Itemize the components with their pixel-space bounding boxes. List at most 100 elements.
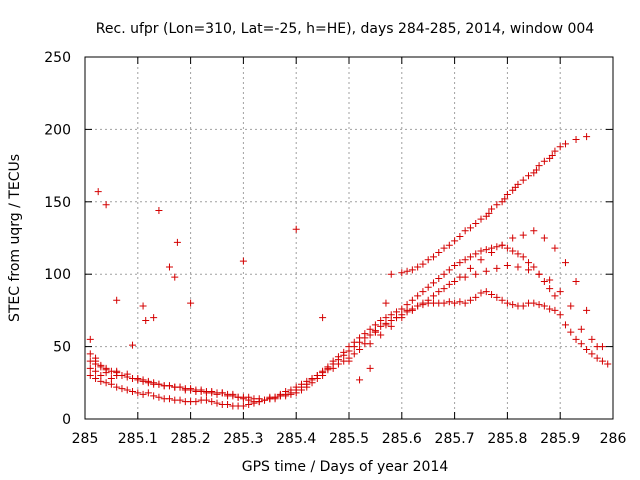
data-point (540, 234, 548, 242)
data-point (477, 256, 485, 264)
data-point (371, 328, 379, 336)
data-point (329, 357, 337, 365)
data-point (561, 321, 569, 329)
data-point (292, 225, 300, 233)
data-point (345, 357, 353, 365)
data-point (187, 299, 195, 307)
data-point (472, 220, 480, 228)
data-point (208, 398, 216, 406)
data-point (598, 357, 606, 365)
data-point (435, 248, 443, 256)
data-point (519, 231, 527, 239)
data-point (329, 364, 337, 372)
data-point (519, 302, 527, 310)
data-point (503, 299, 511, 307)
data-point (540, 302, 548, 310)
data-point (403, 306, 411, 314)
data-point (234, 393, 242, 401)
data-point (92, 374, 100, 382)
data-point (472, 270, 480, 278)
data-point (451, 277, 459, 285)
data-point (313, 374, 321, 382)
data-point (556, 311, 564, 319)
data-point (456, 298, 464, 306)
y-tick-label: 150 (44, 195, 71, 211)
data-point (509, 247, 517, 255)
data-point (445, 298, 453, 306)
data-point (593, 354, 601, 362)
data-point (129, 341, 137, 349)
data-point (239, 257, 247, 265)
data-point (292, 389, 300, 397)
data-point (160, 382, 168, 390)
x-tick-label: 285.3 (223, 431, 263, 447)
data-point (144, 389, 152, 397)
data-point (102, 369, 110, 377)
data-point (102, 201, 110, 209)
data-point (181, 386, 189, 394)
data-point (583, 306, 591, 314)
data-point (144, 377, 152, 385)
data-point (477, 215, 485, 223)
data-point (530, 227, 538, 235)
data-point (514, 180, 522, 188)
data-point (334, 360, 342, 368)
x-tick-label: 286 (600, 431, 627, 447)
data-point (567, 302, 575, 310)
data-point (535, 162, 543, 170)
data-point (472, 293, 480, 301)
data-point (561, 140, 569, 148)
data-point (155, 393, 163, 401)
x-tick-label: 285.6 (382, 431, 422, 447)
data-point (509, 301, 517, 309)
data-point (118, 385, 126, 393)
data-point (129, 387, 137, 395)
data-point (503, 244, 511, 252)
data-point (371, 321, 379, 329)
data-point (561, 259, 569, 267)
data-point (593, 343, 601, 351)
data-point (540, 157, 548, 165)
data-point (319, 372, 327, 380)
x-tick-label: 285.8 (487, 431, 527, 447)
data-point (466, 296, 474, 304)
data-point (113, 372, 121, 380)
data-point (176, 396, 184, 404)
data-point (398, 269, 406, 277)
data-point (271, 395, 279, 403)
data-point (150, 314, 158, 322)
data-point (171, 383, 179, 391)
data-point (414, 292, 422, 300)
data-point (424, 256, 432, 264)
data-point (192, 387, 200, 395)
data-point (393, 314, 401, 322)
data-point (530, 263, 538, 271)
data-point (218, 389, 226, 397)
data-point (213, 399, 221, 407)
data-point (102, 379, 110, 387)
data-point (546, 305, 554, 313)
data-point (94, 188, 102, 196)
data-point (403, 267, 411, 275)
data-point (213, 390, 221, 398)
data-point (493, 293, 501, 301)
data-point (466, 253, 474, 261)
data-point (192, 398, 200, 406)
data-point (345, 343, 353, 351)
data-point (485, 209, 493, 217)
data-point (319, 314, 327, 322)
data-point (86, 335, 94, 343)
data-point (245, 393, 253, 401)
data-point (567, 328, 575, 336)
data-point (493, 201, 501, 209)
data-point (308, 379, 316, 387)
data-point (424, 296, 432, 304)
data-point (551, 147, 559, 155)
data-point (556, 288, 564, 296)
data-point (387, 322, 395, 330)
data-point (92, 360, 100, 368)
data-point (440, 285, 448, 293)
data-point (202, 396, 210, 404)
data-point (451, 237, 459, 245)
data-point (451, 262, 459, 270)
